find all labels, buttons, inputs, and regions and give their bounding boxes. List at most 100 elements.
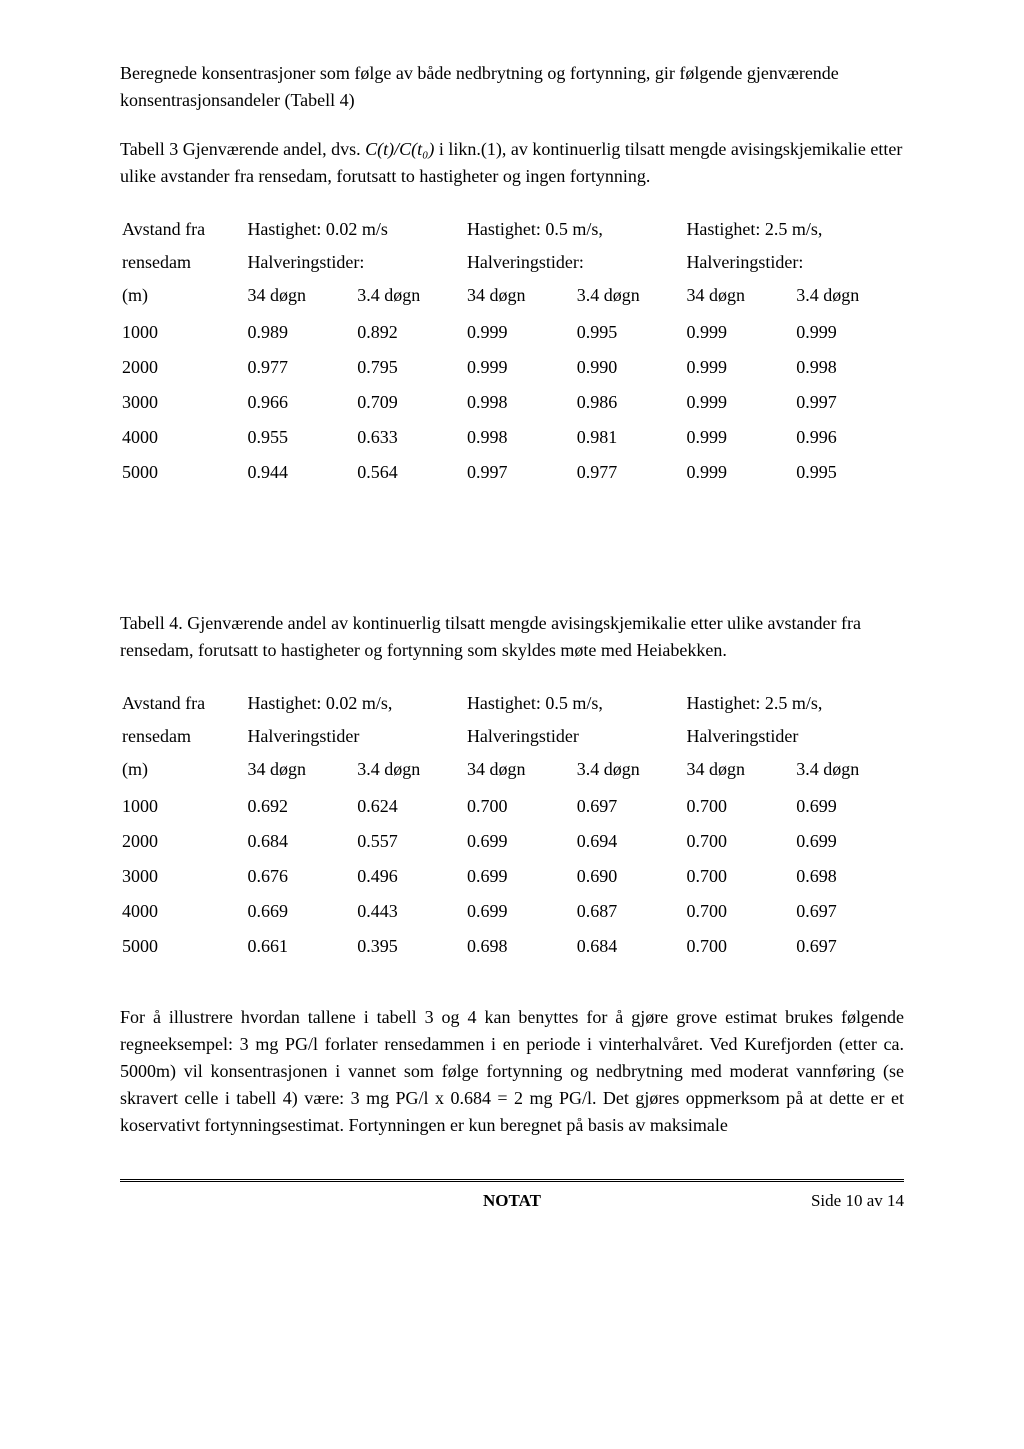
table4-row-cell: 0.496 <box>355 859 465 894</box>
table4-row-dist: 5000 <box>120 929 245 964</box>
table3-row-cell: 0.998 <box>465 385 575 420</box>
table4-row-cell: 0.443 <box>355 894 465 929</box>
table3-row-cell: 0.795 <box>355 350 465 385</box>
table4-sub-2a: 34 døgn <box>465 752 575 789</box>
table4-row-dist: 4000 <box>120 894 245 929</box>
table3-row-cell: 0.564 <box>355 455 465 490</box>
table3-row-dist: 1000 <box>120 315 245 350</box>
table3-row-dist: 2000 <box>120 350 245 385</box>
table4-row-cell: 0.699 <box>794 789 904 824</box>
table3-sub-3a: 34 døgn <box>684 278 794 315</box>
table4-row-cell: 0.395 <box>355 929 465 964</box>
table4-row-cell: 0.700 <box>465 789 575 824</box>
table3-row-cell: 0.999 <box>684 420 794 455</box>
table4-row-cell: 0.699 <box>465 894 575 929</box>
table3-speed1-l2: Halveringstider: <box>245 245 465 278</box>
table4-row-dist: 3000 <box>120 859 245 894</box>
table4-row-dist: 2000 <box>120 824 245 859</box>
table3-row-cell: 0.995 <box>575 315 685 350</box>
table4-speed2-l2: Halveringstider <box>465 719 685 752</box>
table3-speed1-l1: Hastighet: 0.02 m/s <box>245 212 465 245</box>
table3-row-cell: 0.999 <box>684 385 794 420</box>
table3-row-cell: 0.989 <box>245 315 355 350</box>
table4-row-cell: 0.697 <box>794 894 904 929</box>
table3-row-cell: 0.966 <box>245 385 355 420</box>
table3-sub-2b: 3.4 døgn <box>575 278 685 315</box>
table3-speed3-l1: Hastighet: 2.5 m/s, <box>684 212 904 245</box>
table3-speed3-l2: Halveringstider: <box>684 245 904 278</box>
table4-row-cell: 0.700 <box>684 894 794 929</box>
table4-row-cell: 0.557 <box>355 824 465 859</box>
table3-caption-formula: C(t)/C(t₀) <box>365 139 434 159</box>
table4-row-cell: 0.684 <box>245 824 355 859</box>
table4-row-cell: 0.697 <box>794 929 904 964</box>
table3-row-cell: 0.999 <box>684 350 794 385</box>
table3-row-dist: 3000 <box>120 385 245 420</box>
table3-row-cell: 0.999 <box>465 315 575 350</box>
table4-row-cell: 0.700 <box>684 824 794 859</box>
table3-row-cell: 0.990 <box>575 350 685 385</box>
table4-row-cell: 0.699 <box>465 859 575 894</box>
table3-sub-1b: 3.4 døgn <box>355 278 465 315</box>
table3-row-cell: 0.996 <box>794 420 904 455</box>
table4-row-cell: 0.661 <box>245 929 355 964</box>
footer-title: NOTAT <box>270 1188 754 1214</box>
table4-row-cell: 0.684 <box>575 929 685 964</box>
table3-row-cell: 0.997 <box>794 385 904 420</box>
table3-caption: Tabell 3 Gjenværende andel, dvs. C(t)/C(… <box>120 136 904 190</box>
table3-row-cell: 0.709 <box>355 385 465 420</box>
page-footer: NOTAT Side 10 av 14 <box>120 1188 904 1214</box>
table4-row-cell: 0.699 <box>465 824 575 859</box>
table4-speed1-l2: Halveringstider <box>245 719 465 752</box>
table3-sub-1a: 34 døgn <box>245 278 355 315</box>
table4-sub-3a: 34 døgn <box>684 752 794 789</box>
table3-rowheader-l3: (m) <box>120 278 245 315</box>
table3-row-cell: 0.977 <box>575 455 685 490</box>
table4-row-cell: 0.690 <box>575 859 685 894</box>
table4-row-cell: 0.698 <box>465 929 575 964</box>
footer-rule <box>120 1179 904 1182</box>
table3-row-cell: 0.977 <box>245 350 355 385</box>
table3-row-cell: 0.998 <box>465 420 575 455</box>
table4-sub-2b: 3.4 døgn <box>575 752 685 789</box>
table3-row-cell: 0.981 <box>575 420 685 455</box>
table3-row-cell: 0.997 <box>465 455 575 490</box>
table4-row-cell: 0.676 <box>245 859 355 894</box>
table4-rowheader-l3: (m) <box>120 752 245 789</box>
table3-row-cell: 0.892 <box>355 315 465 350</box>
table4-row-cell: 0.692 <box>245 789 355 824</box>
table4-caption: Tabell 4. Gjenværende andel av kontinuer… <box>120 610 904 664</box>
table4-row-cell: 0.687 <box>575 894 685 929</box>
table4-row-cell: 0.698 <box>794 859 904 894</box>
table3-row-dist: 4000 <box>120 420 245 455</box>
footer-page-number: Side 10 av 14 <box>754 1188 904 1214</box>
table3-row-cell: 0.999 <box>794 315 904 350</box>
table4-row-cell: 0.697 <box>575 789 685 824</box>
table4-row-dist: 1000 <box>120 789 245 824</box>
table4-speed1-l1: Hastighet: 0.02 m/s, <box>245 686 465 719</box>
table3-row-cell: 0.955 <box>245 420 355 455</box>
table4-speed3-l1: Hastighet: 2.5 m/s, <box>684 686 904 719</box>
table3-row-cell: 0.995 <box>794 455 904 490</box>
example-paragraph: For å illustrere hvordan tallene i tabel… <box>120 1004 904 1139</box>
table3-row-cell: 0.999 <box>684 455 794 490</box>
table4-row-cell: 0.624 <box>355 789 465 824</box>
table4-speed2-l1: Hastighet: 0.5 m/s, <box>465 686 685 719</box>
table4-row-cell: 0.694 <box>575 824 685 859</box>
table4-row-cell: 0.700 <box>684 789 794 824</box>
table3-row-cell: 0.944 <box>245 455 355 490</box>
table4-speed3-l2: Halveringstider <box>684 719 904 752</box>
table3-row-cell: 0.999 <box>465 350 575 385</box>
table3-row-cell: 0.998 <box>794 350 904 385</box>
table4-rowheader-l2: rensedam <box>120 719 245 752</box>
table4-row-cell: 0.669 <box>245 894 355 929</box>
footer-left <box>120 1188 270 1214</box>
table3-rowheader-l2: rensedam <box>120 245 245 278</box>
table4-row-cell: 0.700 <box>684 929 794 964</box>
table4-rowheader-l1: Avstand fra <box>120 686 245 719</box>
table3-caption-prefix: Tabell 3 Gjenværende andel, dvs. <box>120 139 365 159</box>
intro-paragraph: Beregnede konsentrasjoner som følge av b… <box>120 60 904 114</box>
table4-row-cell: 0.699 <box>794 824 904 859</box>
table3: Avstand fra Hastighet: 0.02 m/s Hastighe… <box>120 212 904 490</box>
table4-sub-1a: 34 døgn <box>245 752 355 789</box>
